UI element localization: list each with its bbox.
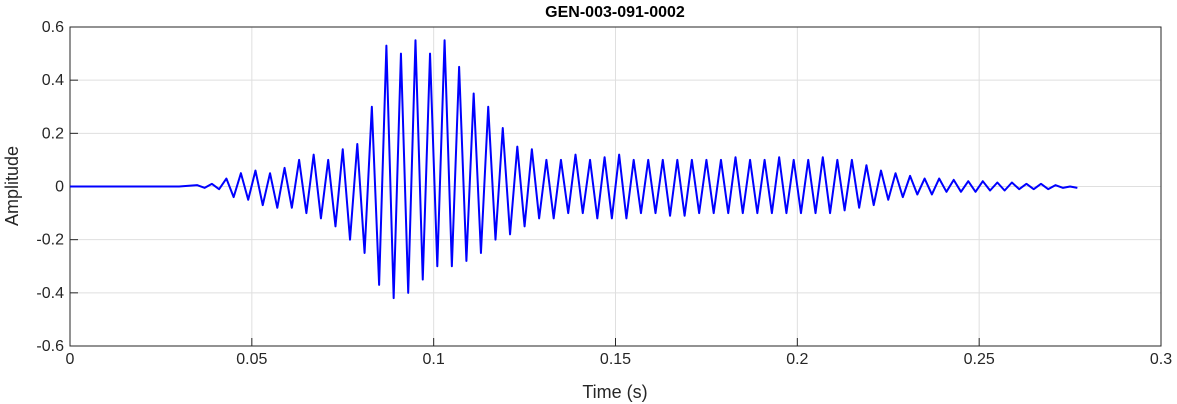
x-tick-label: 0.25 (964, 351, 995, 368)
y-tick-label: 0.4 (42, 72, 64, 89)
tick-labels: 0 0.05 0.1 0.15 0.2 0.25 0.3 -0.6 -0.4 -0.2 0 0.2 0.… (36, 19, 1172, 368)
y-tick-label: -0.6 (36, 338, 64, 355)
x-tick-label: 0.2 (786, 351, 808, 368)
x-tick-label: 0.1 (423, 351, 445, 368)
y-tick-label: 0.6 (42, 19, 64, 36)
x-axis-label: Time (s) (582, 382, 647, 402)
x-tick-label: 0.05 (236, 351, 267, 368)
y-axis-label: Amplitude (2, 146, 22, 226)
x-tick-label: 0 (66, 351, 75, 368)
y-tick-label: -0.2 (36, 232, 64, 249)
y-tick-label: 0 (55, 179, 64, 196)
x-tick-label: 0.3 (1150, 351, 1172, 368)
y-tick-label: 0.2 (42, 125, 64, 142)
chart-title: GEN-003-091-0002 (545, 4, 685, 21)
y-tick-label: -0.4 (36, 285, 64, 302)
x-tick-label: 0.15 (600, 351, 631, 368)
signal-line (70, 39, 1078, 300)
